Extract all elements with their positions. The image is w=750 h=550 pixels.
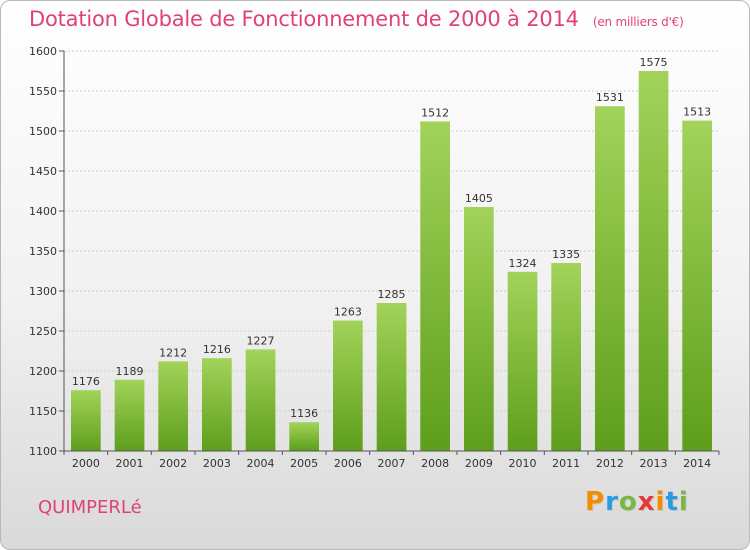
- bar-value-label: 1189: [116, 365, 144, 378]
- y-tick-label: 1350: [29, 245, 57, 258]
- x-tick-label: 2007: [378, 457, 406, 470]
- bars: 1176 1189 1212 1216 1227 1136 1263 1285 1512 1405…: [71, 56, 712, 452]
- bar-2008: [420, 121, 450, 452]
- x-tick-label: 2012: [596, 457, 624, 470]
- logo-letter: P: [585, 487, 606, 517]
- chart-title: Dotation Globale de Fonctionnement de 20…: [29, 7, 684, 31]
- y-tick-label: 1100: [29, 445, 57, 458]
- bar-2009: [464, 207, 494, 451]
- y-tick-label: 1150: [29, 405, 57, 418]
- city-name: QUIMPERLé: [38, 497, 142, 518]
- bar-value-label: 1227: [247, 334, 275, 347]
- bar-2012: [595, 106, 625, 451]
- x-tick-label: 2014: [683, 457, 711, 470]
- x-tick-label: 2013: [640, 457, 668, 470]
- bar-value-label: 1512: [421, 106, 449, 119]
- bar-2011: [551, 263, 581, 451]
- bar-value-label: 1136: [290, 407, 318, 420]
- y-tick-label: 1600: [29, 45, 57, 58]
- x-tick-label: 2009: [465, 457, 493, 470]
- bar-2000: [71, 390, 101, 451]
- y-tick-label: 1550: [29, 85, 57, 98]
- bar-2004: [245, 349, 276, 451]
- logo-letter: t: [665, 487, 679, 517]
- axes: 1100 1150 1200 1250 1300 1350 1400 1450 1500 1550…: [29, 45, 720, 470]
- x-tick-label: 2010: [509, 457, 537, 470]
- y-tick-label: 1450: [29, 165, 57, 178]
- bar-2005: [289, 422, 319, 451]
- x-tick-label: 2011: [552, 457, 580, 470]
- x-tick-label: 2000: [72, 457, 100, 470]
- y-tick-label: 1400: [29, 205, 57, 218]
- y-tick-label: 1200: [29, 365, 57, 378]
- chart-title-text: Dotation Globale de Fonctionnement de 20…: [29, 7, 579, 31]
- bar-2014: [682, 120, 712, 451]
- bar-value-label: 1531: [596, 91, 624, 104]
- bar-value-label: 1335: [552, 248, 580, 261]
- bar-value-label: 1216: [203, 343, 231, 356]
- bar-value-label: 1324: [509, 257, 537, 270]
- bar-value-label: 1285: [378, 288, 406, 301]
- chart-unit: (en milliers d'€): [592, 15, 684, 29]
- bar-value-label: 1405: [465, 192, 493, 205]
- logo-letter: i: [655, 487, 666, 517]
- x-tick-label: 2005: [290, 457, 318, 470]
- x-tick-label: 2008: [421, 457, 449, 470]
- bar-value-label: 1575: [640, 56, 668, 69]
- bar-2007: [376, 303, 407, 451]
- x-tick-label: 2006: [334, 457, 362, 470]
- bar-2006: [333, 320, 363, 451]
- x-tick-label: 2002: [159, 457, 187, 470]
- x-tick-label: 2004: [247, 457, 275, 470]
- y-tick-label: 1250: [29, 325, 57, 338]
- bar-2001: [114, 379, 145, 451]
- bar-2002: [158, 361, 188, 451]
- logo-letter: i: [678, 487, 689, 517]
- bar-value-label: 1176: [72, 375, 100, 388]
- x-tick-label: 2001: [116, 457, 144, 470]
- x-tick-label: 2003: [203, 457, 231, 470]
- logo-letter: x: [637, 487, 656, 517]
- bar-2010: [507, 271, 538, 451]
- proxiti-logo: Proxiti: [585, 487, 689, 517]
- logo-letter: r: [605, 487, 619, 517]
- bar-value-label: 1263: [334, 306, 362, 319]
- logo-letter: o: [618, 487, 638, 517]
- bar-2013: [638, 71, 669, 451]
- y-tick-label: 1300: [29, 285, 57, 298]
- bar-value-label: 1212: [159, 346, 187, 359]
- bar-2003: [202, 358, 232, 451]
- bar-value-label: 1513: [683, 106, 711, 119]
- y-tick-label: 1500: [29, 125, 57, 138]
